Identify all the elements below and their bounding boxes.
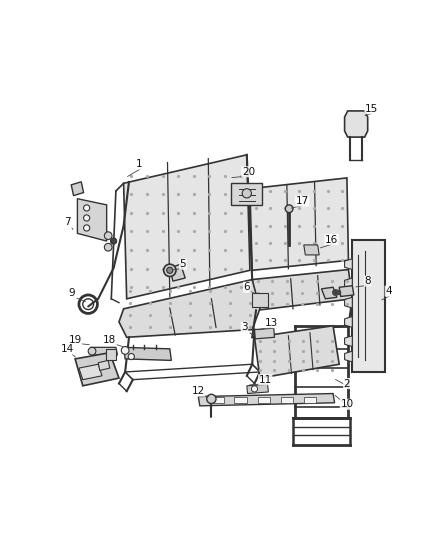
Polygon shape — [231, 183, 262, 205]
Circle shape — [84, 225, 90, 231]
Text: 9: 9 — [68, 288, 74, 298]
Text: 10: 10 — [340, 399, 353, 409]
Text: 2: 2 — [343, 378, 350, 389]
Text: 5: 5 — [180, 259, 186, 269]
Text: 3: 3 — [241, 322, 248, 332]
Polygon shape — [345, 111, 367, 137]
Circle shape — [121, 346, 129, 354]
Circle shape — [164, 264, 176, 277]
Text: 6: 6 — [244, 282, 250, 292]
Polygon shape — [258, 397, 270, 403]
Circle shape — [88, 348, 96, 355]
Text: 8: 8 — [364, 276, 371, 286]
Polygon shape — [75, 353, 119, 386]
Text: 4: 4 — [385, 286, 392, 296]
Circle shape — [285, 205, 293, 213]
Circle shape — [104, 244, 112, 251]
Polygon shape — [345, 259, 352, 270]
Polygon shape — [79, 364, 102, 379]
Polygon shape — [339, 286, 354, 296]
Text: 11: 11 — [259, 375, 272, 385]
Text: 14: 14 — [61, 344, 74, 354]
Text: 17: 17 — [296, 196, 309, 206]
Polygon shape — [321, 287, 337, 299]
Polygon shape — [124, 155, 250, 299]
Polygon shape — [212, 397, 224, 403]
Polygon shape — [234, 397, 247, 403]
Polygon shape — [304, 245, 319, 255]
Polygon shape — [170, 264, 185, 281]
Text: 19: 19 — [68, 335, 82, 345]
Text: 1: 1 — [136, 159, 142, 169]
Polygon shape — [345, 297, 352, 308]
Circle shape — [207, 394, 216, 403]
Text: 15: 15 — [365, 103, 378, 114]
Polygon shape — [78, 199, 107, 241]
Text: 12: 12 — [192, 386, 205, 396]
Polygon shape — [345, 278, 352, 289]
Polygon shape — [252, 294, 268, 306]
Text: 20: 20 — [242, 167, 255, 177]
Text: 7: 7 — [64, 217, 71, 227]
Text: 18: 18 — [103, 335, 117, 345]
Polygon shape — [71, 182, 84, 196]
Circle shape — [251, 386, 258, 392]
Polygon shape — [254, 328, 275, 339]
Polygon shape — [119, 280, 260, 337]
Polygon shape — [345, 317, 352, 327]
Polygon shape — [106, 349, 116, 360]
Polygon shape — [250, 178, 349, 270]
Circle shape — [104, 232, 112, 239]
Polygon shape — [304, 397, 316, 403]
Polygon shape — [247, 384, 268, 393]
Polygon shape — [91, 348, 117, 355]
Circle shape — [84, 215, 90, 221]
Polygon shape — [345, 336, 352, 346]
Polygon shape — [352, 239, 385, 372]
Polygon shape — [254, 326, 339, 378]
Circle shape — [167, 267, 173, 273]
Polygon shape — [98, 360, 110, 370]
Polygon shape — [198, 393, 335, 406]
Text: 16: 16 — [325, 235, 338, 245]
Circle shape — [128, 353, 134, 360]
Text: 13: 13 — [265, 318, 278, 328]
Circle shape — [110, 238, 117, 244]
Polygon shape — [281, 397, 293, 403]
Polygon shape — [345, 351, 352, 362]
Polygon shape — [124, 348, 171, 360]
Polygon shape — [252, 270, 352, 310]
Circle shape — [242, 189, 251, 198]
Circle shape — [84, 205, 90, 211]
